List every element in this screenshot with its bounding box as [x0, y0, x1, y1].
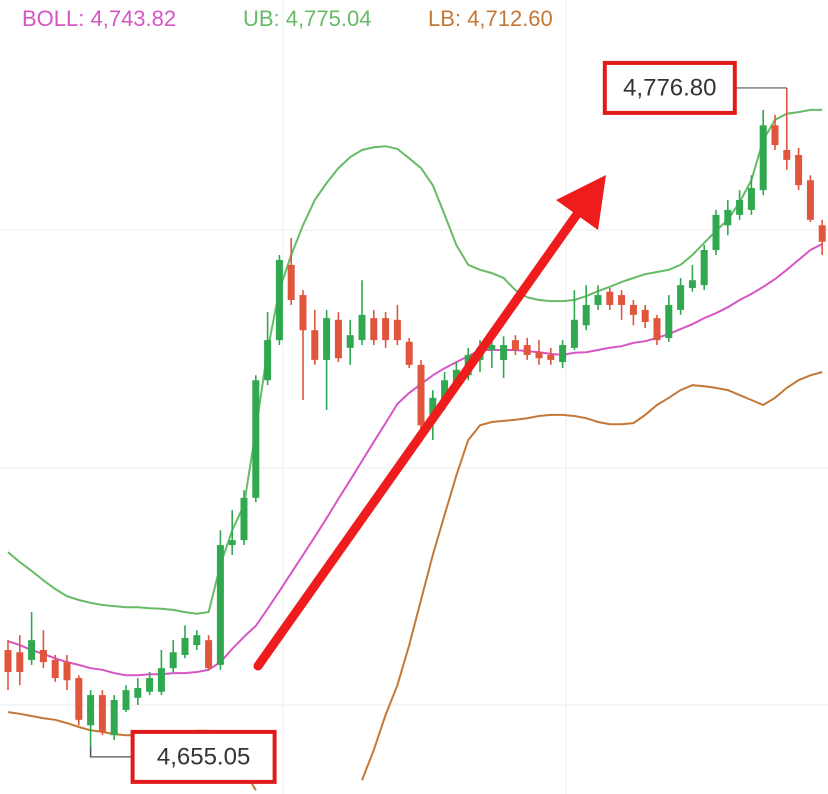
- band-line: [7, 243, 823, 677]
- candle-body: [323, 318, 331, 360]
- candle-body: [665, 304, 673, 338]
- candle-body: [134, 687, 142, 698]
- candle-body: [606, 291, 614, 305]
- candle-body: [287, 264, 295, 301]
- candle-body: [618, 295, 626, 305]
- candle-body: [334, 319, 342, 359]
- candle-body: [205, 640, 213, 669]
- legend-entry: BOLL: 4,743.82: [22, 6, 176, 31]
- candle-body: [358, 314, 366, 341]
- candle-body: [264, 340, 272, 381]
- annotation-leader: [89, 746, 133, 758]
- candle-body: [429, 397, 437, 415]
- candle-body: [193, 635, 201, 646]
- candle-body: [393, 319, 401, 341]
- candle-body: [228, 540, 236, 546]
- candle-body: [688, 280, 696, 288]
- candle-body: [795, 154, 803, 186]
- candle-body: [570, 319, 578, 348]
- candle-body: [712, 214, 720, 251]
- candle-body: [594, 295, 602, 305]
- candle-body: [122, 690, 130, 710]
- annotation-box: [602, 60, 737, 115]
- arrow-shaft: [253, 205, 585, 671]
- candle-body: [299, 295, 307, 331]
- candle-body: [405, 341, 413, 365]
- annotation-label: 4,655.05: [157, 743, 250, 770]
- candle-body: [240, 497, 248, 541]
- candle-body: [818, 225, 826, 242]
- annotation-label: 4,776.80: [623, 74, 716, 101]
- candle-body: [87, 695, 95, 726]
- band-line: [7, 371, 823, 791]
- candle-body: [747, 187, 755, 210]
- candles: [4, 87, 826, 757]
- candle-body: [169, 652, 177, 669]
- annotations: 4,776.80 4,655.05: [89, 60, 787, 784]
- candle-body: [110, 700, 118, 736]
- trend-arrow: [253, 175, 606, 671]
- candle-body: [759, 125, 767, 191]
- candle-body: [98, 695, 106, 732]
- candle-body: [28, 640, 36, 660]
- band-line: [7, 108, 823, 615]
- candle-body: [4, 650, 12, 673]
- candle-body: [523, 345, 531, 355]
- legend: BOLL: 4,743.82 UB: 4,775.04 LB: 4,712.60: [22, 6, 553, 31]
- candle-body: [382, 318, 390, 341]
- candle-body: [547, 354, 555, 360]
- candle-body: [559, 345, 567, 363]
- arrow-head: [556, 175, 606, 230]
- candle-body: [783, 150, 791, 160]
- legend-entry: LB: 4,712.60: [428, 6, 553, 31]
- candle-body: [346, 335, 354, 348]
- candle-body: [157, 668, 165, 692]
- candle-body: [39, 650, 47, 663]
- candle-body: [736, 200, 744, 215]
- candle-body: [488, 345, 496, 351]
- candle-body: [16, 652, 24, 673]
- candle-body: [500, 345, 508, 360]
- candle-body: [653, 318, 661, 341]
- candle-body: [724, 209, 732, 226]
- candle-body: [51, 659, 59, 679]
- candle-body: [511, 340, 519, 351]
- candle-body: [311, 330, 319, 360]
- candle-body: [641, 309, 649, 322]
- candle-body: [275, 259, 283, 341]
- candle-body: [806, 180, 814, 220]
- candle-body: [63, 662, 71, 681]
- candle-body: [535, 352, 543, 359]
- candle-body: [370, 318, 378, 341]
- candle-body: [216, 545, 224, 665]
- annotation-box: [130, 729, 277, 784]
- candle-body: [417, 364, 425, 426]
- candle-body: [252, 380, 260, 498]
- candle-body: [771, 125, 779, 146]
- candle-body: [181, 637, 189, 655]
- legend-entry: UB: 4,775.04: [243, 6, 371, 31]
- candle-body: [700, 250, 708, 286]
- candle-body: [441, 380, 449, 401]
- candle-body: [582, 304, 590, 326]
- candle-body: [146, 678, 154, 692]
- candle-body: [629, 304, 637, 315]
- candle-body: [75, 678, 83, 720]
- candle-body: [677, 285, 685, 310]
